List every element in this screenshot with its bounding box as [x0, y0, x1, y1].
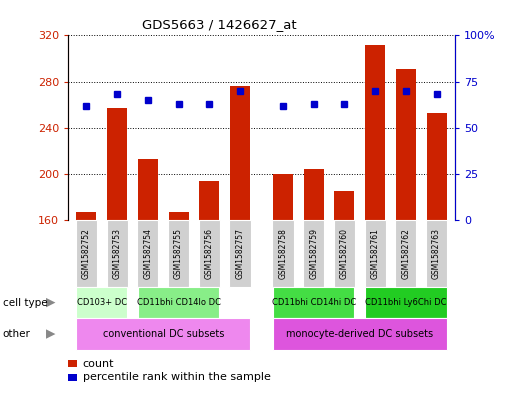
Bar	[76, 212, 96, 220]
Text: GSM1582757: GSM1582757	[235, 228, 244, 279]
Text: monocyte-derived DC subsets: monocyte-derived DC subsets	[286, 329, 434, 339]
Bar	[427, 113, 447, 220]
Text: GSM1582758: GSM1582758	[279, 228, 288, 279]
Bar	[273, 174, 293, 220]
Text: CD11bhi Ly6Chi DC: CD11bhi Ly6Chi DC	[365, 298, 447, 307]
Bar	[230, 86, 250, 220]
Text: GSM1582762: GSM1582762	[401, 228, 411, 279]
Text: GDS5663 / 1426627_at: GDS5663 / 1426627_at	[142, 18, 297, 31]
Polygon shape	[46, 329, 55, 339]
Bar	[396, 69, 416, 220]
Text: percentile rank within the sample: percentile rank within the sample	[83, 372, 270, 382]
Text: GSM1582753: GSM1582753	[112, 228, 122, 279]
Text: GSM1582761: GSM1582761	[371, 228, 380, 279]
Bar	[168, 212, 189, 220]
Text: cell type: cell type	[3, 298, 47, 308]
Text: CD11bhi CD14lo DC: CD11bhi CD14lo DC	[137, 298, 221, 307]
Bar	[365, 44, 385, 220]
Text: other: other	[3, 329, 30, 339]
Text: CD103+ DC: CD103+ DC	[77, 298, 127, 307]
Bar	[334, 191, 355, 220]
Text: GSM1582763: GSM1582763	[432, 228, 441, 279]
Text: conventional DC subsets: conventional DC subsets	[103, 329, 224, 339]
Polygon shape	[46, 298, 55, 307]
Bar	[138, 159, 158, 220]
Text: GSM1582755: GSM1582755	[174, 228, 183, 279]
Bar	[304, 169, 324, 220]
Text: GSM1582754: GSM1582754	[143, 228, 152, 279]
Text: count: count	[83, 358, 114, 369]
Text: GSM1582759: GSM1582759	[309, 228, 318, 279]
Text: CD11bhi CD14hi DC: CD11bhi CD14hi DC	[271, 298, 356, 307]
Text: GSM1582756: GSM1582756	[205, 228, 214, 279]
Text: GSM1582760: GSM1582760	[340, 228, 349, 279]
Bar	[107, 108, 127, 220]
Bar	[199, 181, 219, 220]
Text: GSM1582752: GSM1582752	[82, 228, 91, 279]
